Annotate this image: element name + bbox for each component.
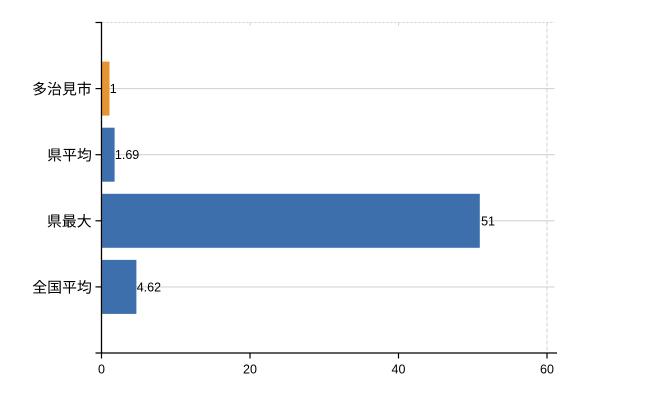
svg-text:60: 60: [540, 363, 554, 377]
svg-text:20: 20: [243, 363, 257, 377]
svg-text:4.62: 4.62: [137, 280, 161, 294]
svg-text:51: 51: [481, 214, 495, 228]
svg-text:40: 40: [392, 363, 406, 377]
svg-text:1: 1: [110, 82, 117, 96]
svg-text:1.69: 1.69: [115, 148, 139, 162]
svg-text:0: 0: [98, 363, 105, 377]
